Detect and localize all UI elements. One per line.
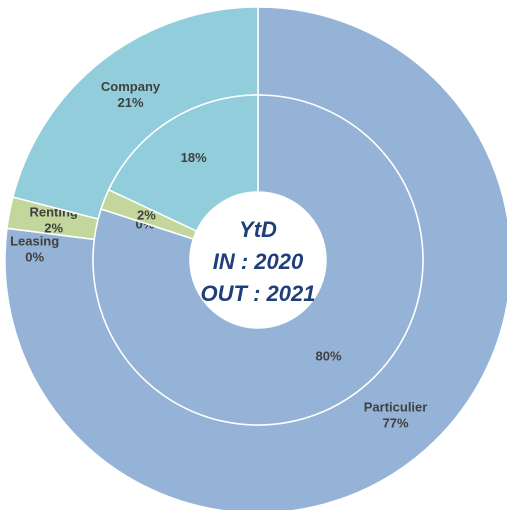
value-label: 2%: [137, 207, 156, 222]
value-label: 77%: [383, 415, 409, 430]
value-label: 21%: [117, 95, 143, 110]
donut-slice: [92, 94, 424, 426]
category-label: Company: [101, 79, 161, 94]
value-label: 0%: [25, 249, 44, 264]
donut-slice: [107, 94, 259, 233]
value-label: 18%: [181, 150, 207, 165]
value-label: 80%: [316, 349, 342, 364]
center-hole: [191, 193, 325, 327]
value-label: 2%: [44, 220, 63, 235]
center-text: YtD: [239, 217, 277, 242]
center-text: OUT : 2021: [201, 281, 316, 306]
center-text: IN : 2020: [213, 249, 304, 274]
category-label: Leasing: [10, 233, 59, 248]
category-label: Particulier: [364, 399, 428, 414]
